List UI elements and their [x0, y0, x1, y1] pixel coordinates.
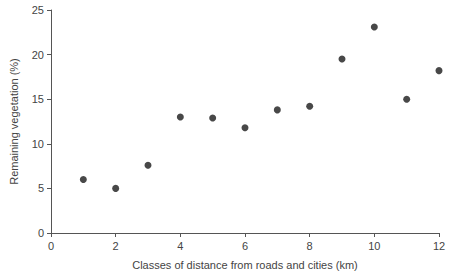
svg-text:10: 10: [368, 240, 380, 252]
svg-text:8: 8: [307, 240, 313, 252]
svg-text:0: 0: [38, 227, 44, 239]
svg-text:4: 4: [177, 240, 183, 252]
svg-text:20: 20: [32, 49, 44, 61]
svg-text:Remaining vegetation (%): Remaining vegetation (%): [8, 58, 20, 185]
svg-text:10: 10: [32, 138, 44, 150]
svg-text:12: 12: [433, 240, 445, 252]
svg-text:2: 2: [113, 240, 119, 252]
svg-text:0: 0: [48, 240, 54, 252]
svg-text:Classes of distance from roads: Classes of distance from roads and citie…: [132, 259, 358, 271]
svg-text:5: 5: [38, 182, 44, 194]
svg-text:15: 15: [32, 93, 44, 105]
svg-text:6: 6: [242, 240, 248, 252]
svg-text:25: 25: [32, 4, 44, 16]
